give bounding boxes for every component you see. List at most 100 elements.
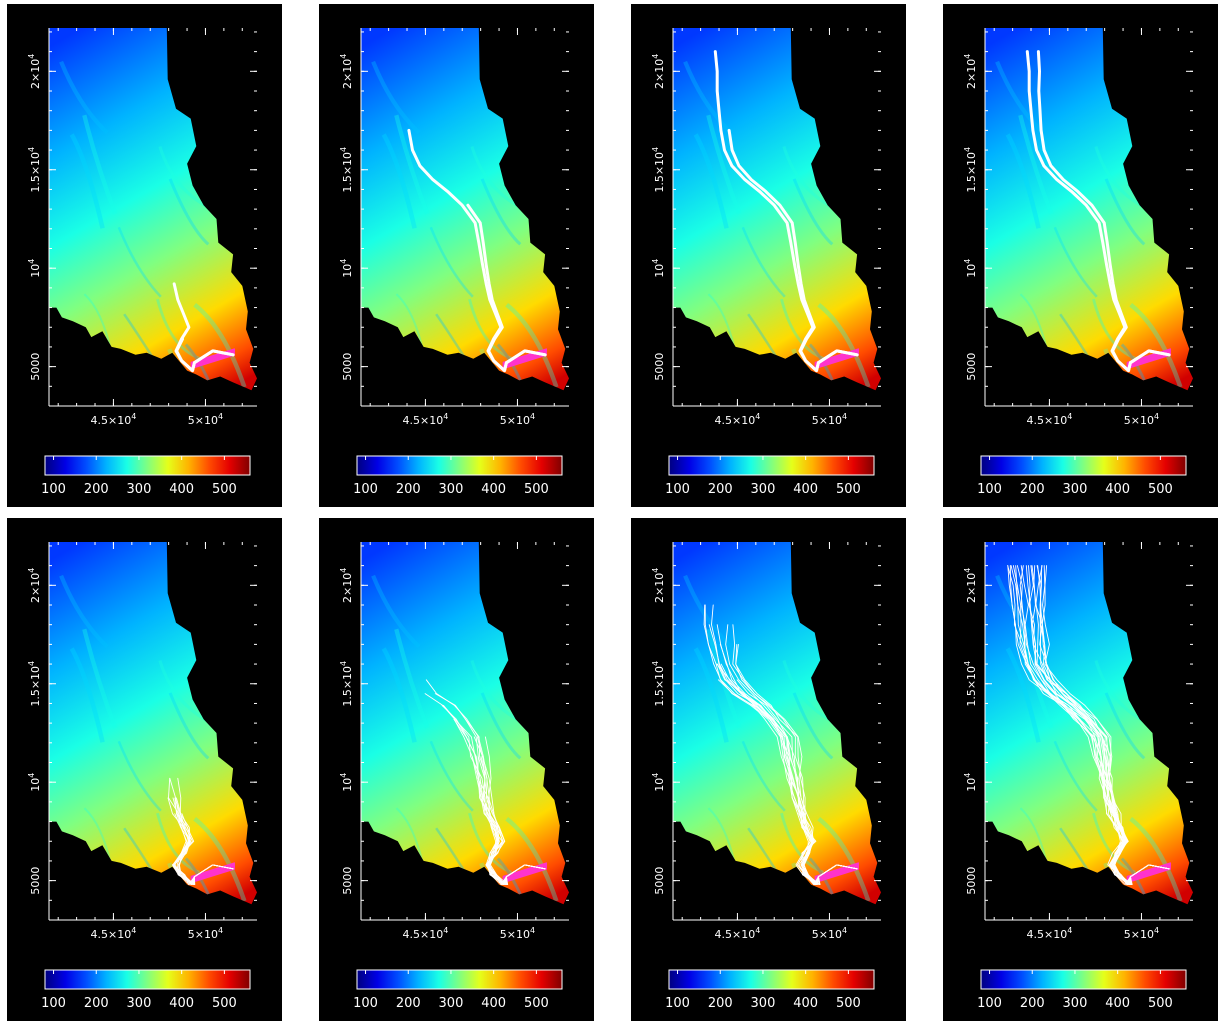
colorbar-tick-label: 300 [127, 996, 152, 1011]
colorbar-tick-label: 400 [169, 996, 194, 1011]
colorbar: 100 200 300 400 500 [41, 455, 251, 497]
colorbar-tick-label: 500 [836, 996, 861, 1011]
trajectory-path [1020, 565, 1170, 886]
colorbar-tick-label: 200 [396, 482, 421, 497]
colorbar-tick-label: 300 [751, 996, 776, 1011]
x-tick-label: 5×104 [500, 412, 535, 427]
colorbar-tick-label: 200 [708, 996, 733, 1011]
x-tick-label: 5×104 [188, 926, 223, 941]
colorbar: 100 200 300 400 500 [353, 455, 563, 497]
y-tick-label: 104 [963, 773, 978, 792]
y-tick-label: 104 [339, 259, 354, 278]
colorbar-tick-label: 500 [212, 996, 237, 1011]
x-tick-label: 5×104 [500, 926, 535, 941]
y-tick-label: 5000 [965, 867, 978, 895]
trajectory-path [726, 679, 858, 886]
colorbar: 100 200 300 400 500 [977, 969, 1187, 1011]
y-tick-label: 5000 [653, 867, 666, 895]
chart-panel-1: 5000 104 1.5×104 2×104 4.5×104 5×104 100 200 300… [7, 4, 282, 507]
y-tick-label: 5000 [29, 867, 42, 895]
x-tick-label: 5×104 [812, 926, 847, 941]
y-tick-label: 104 [651, 773, 666, 792]
trajectory-path [1036, 50, 1171, 373]
y-tick-label: 5000 [29, 353, 42, 381]
trajectory-path [173, 813, 234, 886]
panel-svg: 5000 104 1.5×104 2×104 4.5×104 5×104 100 200 300… [27, 28, 257, 497]
y-tick-label: 104 [651, 259, 666, 278]
panel-svg: 5000 104 1.5×104 2×104 4.5×104 5×104 100 200 300… [339, 542, 569, 1011]
colorbar-tick-label: 200 [708, 482, 733, 497]
panel-svg: 5000 104 1.5×104 2×104 4.5×104 5×104 100 200 300… [963, 542, 1193, 1011]
chart-panel-5: 5000 104 1.5×104 2×104 4.5×104 5×104 100 200 300… [7, 518, 282, 1021]
trajectory-path [466, 203, 547, 373]
y-tick-label: 2×104 [963, 568, 978, 603]
x-tick-label: 4.5×104 [91, 412, 137, 427]
colorbar-tick-label: 500 [1148, 482, 1173, 497]
y-tick-label: 1.5×104 [651, 147, 666, 193]
chart-panel-2: 5000 104 1.5×104 2×104 4.5×104 5×104 100 200 300… [319, 4, 594, 507]
colorbar-tick-label: 100 [665, 482, 690, 497]
trajectory-group [713, 50, 859, 373]
colorbar-tick-label: 400 [793, 482, 818, 497]
colorbar-tick-label: 400 [1105, 996, 1130, 1011]
x-tick-label: 5×104 [812, 412, 847, 427]
y-tick-label: 1.5×104 [27, 147, 42, 193]
y-tick-label: 2×104 [27, 54, 42, 89]
y-tick-label: 104 [27, 259, 42, 278]
chart-panel-4: 5000 104 1.5×104 2×104 4.5×104 5×104 100 200 300… [943, 4, 1218, 507]
axes-frame [360, 28, 569, 407]
trajectory-path [1007, 565, 1170, 886]
trajectory-group [1025, 50, 1171, 373]
colorbar: 100 200 300 400 500 [665, 969, 875, 1011]
trajectory-group [407, 128, 547, 373]
x-tick-label: 4.5×104 [91, 926, 137, 941]
colorbar-tick-label: 400 [481, 996, 506, 1011]
colorbar-tick-label: 300 [439, 482, 464, 497]
colorbar: 100 200 300 400 500 [41, 969, 251, 1011]
trajectory-group [172, 282, 235, 373]
y-tick-label: 104 [27, 773, 42, 792]
x-tick-label: 4.5×104 [715, 926, 761, 941]
chart-panel-7: 5000 104 1.5×104 2×104 4.5×104 5×104 100 200 300… [631, 518, 906, 1021]
panel-svg: 5000 104 1.5×104 2×104 4.5×104 5×104 100 200 300… [651, 28, 881, 497]
panel-svg: 5000 104 1.5×104 2×104 4.5×104 5×104 100 200 300… [339, 28, 569, 497]
axes-frame [360, 542, 569, 921]
y-tick-label: 2×104 [963, 54, 978, 89]
y-tick-label: 104 [339, 773, 354, 792]
y-tick-label: 5000 [341, 867, 354, 895]
colorbar-tick-label: 100 [41, 996, 66, 1011]
y-tick-label: 1.5×104 [651, 661, 666, 707]
trajectory-path [716, 663, 858, 886]
colorbar-tick-label: 100 [977, 482, 1002, 497]
chart-panel-3: 5000 104 1.5×104 2×104 4.5×104 5×104 100 200 300… [631, 4, 906, 507]
colorbar-tick-label: 200 [396, 996, 421, 1011]
colorbar-tick-label: 300 [439, 996, 464, 1011]
colorbar-tick-label: 200 [1020, 482, 1045, 497]
axes-frame [984, 28, 1193, 407]
y-tick-label: 5000 [341, 353, 354, 381]
axes-frame [672, 28, 881, 407]
y-tick-label: 2×104 [651, 54, 666, 89]
colorbar-tick-label: 100 [665, 996, 690, 1011]
trajectory-group [424, 679, 546, 886]
colorbar-tick-label: 100 [977, 996, 1002, 1011]
trajectory-group [1007, 565, 1170, 886]
colorbar-tick-label: 400 [481, 482, 506, 497]
y-tick-label: 5000 [653, 353, 666, 381]
terrain-elevation-map [49, 542, 257, 905]
y-tick-label: 1.5×104 [339, 661, 354, 707]
axes-frame [48, 542, 257, 921]
y-tick-label: 104 [963, 259, 978, 278]
x-tick-label: 4.5×104 [715, 412, 761, 427]
axes-frame [984, 542, 1193, 921]
colorbar-tick-label: 300 [127, 482, 152, 497]
trajectory-path [727, 128, 859, 373]
colorbar-tick-label: 400 [169, 482, 194, 497]
colorbar: 100 200 300 400 500 [977, 455, 1187, 497]
colorbar-tick-label: 400 [793, 996, 818, 1011]
trajectory-path [175, 337, 235, 373]
panel-svg: 5000 104 1.5×104 2×104 4.5×104 5×104 100 200 300… [963, 28, 1193, 497]
y-tick-label: 1.5×104 [339, 147, 354, 193]
colorbar-tick-label: 500 [524, 482, 549, 497]
colorbar-tick-label: 200 [84, 482, 109, 497]
